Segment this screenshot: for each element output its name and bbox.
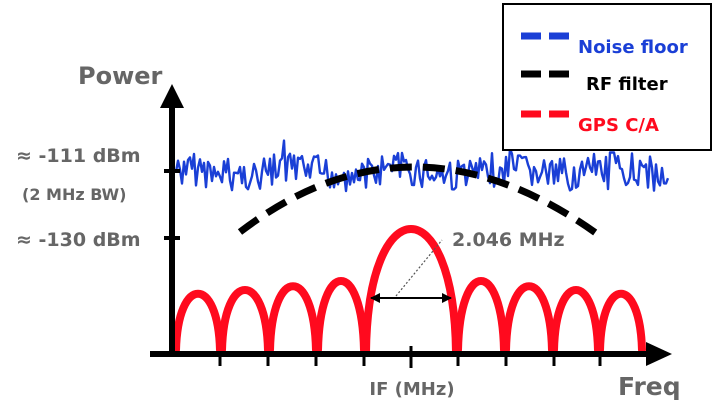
gps-sidelobe [502,282,556,354]
gps-sidelobe [596,289,646,354]
x-axis-arrowhead [646,342,672,366]
rf-filter-curve [237,163,603,239]
legend-label-noise: Noise floor [578,37,688,58]
noise-bw-label: (2 MHz BW) [22,185,127,204]
legend-label-filter: RF filter [586,74,668,95]
gps-sidelobe [550,286,602,354]
legend-item-noise-floor: Noise floor [521,32,688,58]
gps-sidelobe [266,282,320,354]
gps-sidelobe [454,277,508,354]
legend-item-rf-filter: RF filter [521,70,668,95]
bandwidth-leader-line [395,239,443,297]
bandwidth-label: 2.046 MHz [452,229,565,251]
x-center-label: IF (MHz) [369,379,454,400]
y-axis-arrowhead [160,84,184,108]
legend-label-gps: GPS C/A [578,115,659,136]
noise-floor-trace [174,139,670,193]
x-axis-label: Freq [618,372,681,401]
gps-sidelobe [172,289,224,354]
x-axis-ticks [218,346,602,368]
gps-sidelobe [314,277,368,354]
y-axis-label: Power [78,62,163,90]
legend: Noise floor RF filter GPS C/A [502,3,712,151]
signal-level-label: ≈ -130 dBm [16,229,141,251]
gps-ca-spectrum [172,225,646,356]
gps-sidelobe [218,286,272,354]
noise-level-label: ≈ -111 dBm [16,145,141,167]
legend-item-gps: GPS C/A [521,110,659,136]
gps-main-lobe [362,225,460,356]
